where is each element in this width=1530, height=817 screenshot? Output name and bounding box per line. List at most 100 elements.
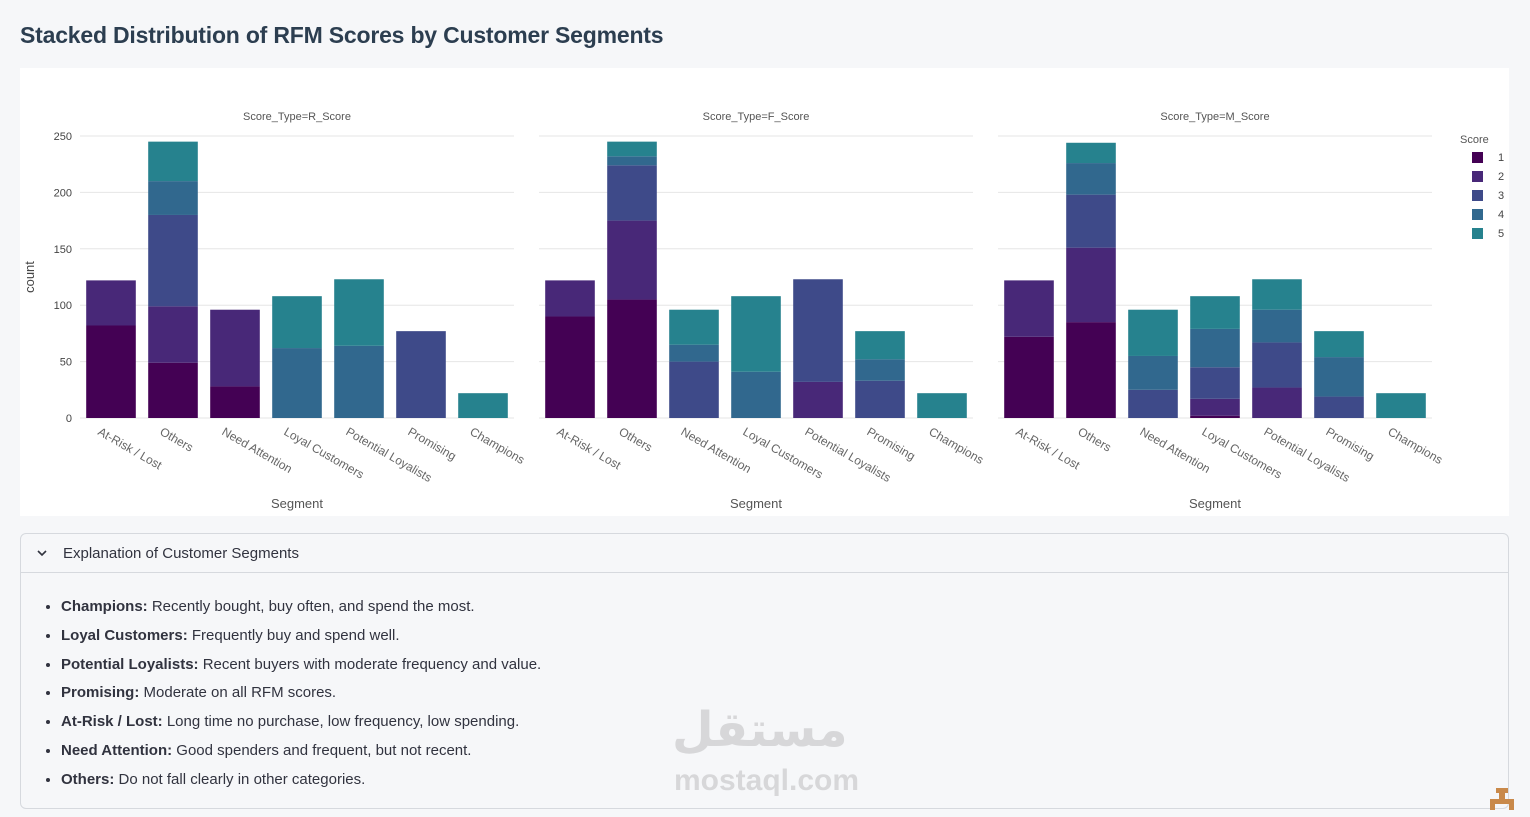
bar-segment: [1190, 398, 1240, 416]
segment-description: Recent buyers with moderate frequency an…: [198, 655, 542, 673]
bar-segment: [1252, 279, 1302, 310]
bar-segment: [607, 141, 657, 157]
x-tick-label: Others: [617, 424, 655, 454]
legend-swatch: [1472, 209, 1483, 220]
bar-segment: [545, 280, 595, 317]
x-tick-label: Champions: [1386, 424, 1446, 466]
segment-term: Need Attention:: [61, 741, 173, 759]
bar-segment: [731, 371, 781, 418]
bar-segment: [1314, 357, 1364, 397]
bar-segment: [917, 393, 967, 418]
list-item: Potential Loyalists: Recent buyers with …: [61, 651, 1508, 680]
legend-label: 4: [1498, 209, 1504, 221]
y-tick-label: 250: [54, 131, 72, 143]
legend-label: 5: [1498, 228, 1504, 240]
x-tick-label: Promising: [1324, 424, 1377, 463]
x-axis-label: Segment: [730, 496, 782, 511]
list-item: Need Attention: Good spenders and freque…: [61, 737, 1508, 766]
segment-term: Loyal Customers:: [61, 626, 188, 644]
bar-segment: [272, 296, 322, 349]
facet-title: Score_Type=R_Score: [243, 111, 351, 123]
bar-segment: [1376, 393, 1426, 418]
segment-description: Good spenders and frequent, but not rece…: [172, 741, 472, 759]
segment-description: Do not fall clearly in other categories.: [114, 770, 366, 788]
x-tick-label: Champions: [468, 424, 528, 466]
bar-segment: [545, 316, 595, 418]
expander-header[interactable]: Explanation of Customer Segments: [21, 534, 1508, 573]
x-tick-label: Champions: [927, 424, 987, 466]
bar-segment: [793, 279, 843, 382]
bar-segment: [272, 348, 322, 418]
legend-label: 3: [1498, 190, 1504, 202]
bar-segment: [148, 306, 198, 363]
bar-segment: [334, 345, 384, 418]
bar-segment: [148, 141, 198, 182]
bar-segment: [458, 393, 508, 418]
stacked-bar-chart[interactable]: 0 50 100 150 200 250 count Score_Type=R_Score At…: [20, 68, 1509, 516]
segments-explanation-expander: Explanation of Customer Segments Champio…: [20, 533, 1509, 809]
facet-title: Score_Type=M_Score: [1160, 111, 1269, 123]
segment-term: Potential Loyalists:: [61, 655, 199, 673]
bar-segment: [86, 325, 136, 418]
legend-label: 2: [1498, 171, 1504, 183]
bar-segment: [1314, 396, 1364, 418]
y-axis-label: count: [22, 261, 37, 293]
segment-term: Others:: [61, 770, 115, 788]
legend-swatch: [1472, 228, 1483, 239]
bar-segment: [1190, 296, 1240, 329]
y-tick-label: 100: [54, 300, 72, 312]
legend-title: Score: [1460, 134, 1489, 146]
x-tick-label: At-Risk / Lost: [555, 424, 624, 472]
x-tick-label: At-Risk / Lost: [1014, 424, 1083, 472]
segment-term: Champions:: [61, 598, 148, 615]
app-status-icon[interactable]: [1486, 786, 1518, 812]
legend-label: 1: [1498, 152, 1504, 164]
bar-segment: [1066, 142, 1116, 164]
bar-segment: [855, 380, 905, 418]
list-item: At-Risk / Lost: Long time no purchase, l…: [61, 708, 1508, 737]
x-tick-label: Others: [158, 424, 196, 454]
bar-segment: [1190, 415, 1240, 418]
facet-title: Score_Type=F_Score: [703, 111, 810, 123]
bar-segment: [669, 361, 719, 418]
segment-term: At-Risk / Lost:: [61, 713, 163, 731]
bar-segment: [334, 279, 384, 346]
bar-segment: [731, 296, 781, 372]
bar-segment: [210, 309, 260, 387]
legend-swatch: [1472, 171, 1483, 182]
segment-description: Frequently buy and spend well.: [187, 626, 400, 644]
bar-segment: [1314, 331, 1364, 358]
bar-segment: [148, 362, 198, 418]
page-title: Stacked Distribution of RFM Scores by Cu…: [20, 22, 664, 48]
bar-segment: [1190, 367, 1240, 399]
bar-segment: [1128, 389, 1178, 418]
bar-segment: [86, 280, 136, 326]
segment-list: Champions: Recently bought, buy often, a…: [21, 573, 1508, 795]
list-item: Promising: Moderate on all RFM scores.: [61, 679, 1508, 708]
bar-segment: [148, 181, 198, 215]
list-item: Others: Do not fall clearly in other cat…: [61, 766, 1508, 795]
x-tick-label: At-Risk / Lost: [96, 424, 165, 472]
segment-term: Promising:: [61, 684, 140, 702]
bar-segment: [669, 344, 719, 362]
legend-swatch: [1472, 190, 1483, 201]
chart-container[interactable]: 0 50 100 150 200 250 count Score_Type=R_Score At…: [20, 68, 1509, 516]
bar-segment: [210, 386, 260, 418]
x-tick-label: Promising: [406, 424, 459, 463]
segment-description: Recently bought, buy often, and spend th…: [147, 598, 475, 615]
bar-segment: [855, 331, 905, 360]
bar-segment: [607, 299, 657, 418]
bar-segment: [1190, 328, 1240, 368]
y-tick-label: 200: [54, 187, 72, 199]
list-item: Champions: Recently bought, buy often, a…: [61, 593, 1508, 622]
bar-segment: [1066, 194, 1116, 248]
segment-description: Long time no purchase, low frequency, lo…: [162, 713, 520, 731]
bar-segment: [607, 220, 657, 300]
bar-segment: [607, 165, 657, 221]
bar-segment: [1252, 387, 1302, 418]
bar-segment: [1252, 309, 1302, 343]
bar-segment: [1066, 247, 1116, 323]
bar-segment: [1004, 336, 1054, 418]
legend-swatch: [1472, 152, 1483, 163]
bar-segment: [607, 156, 657, 166]
